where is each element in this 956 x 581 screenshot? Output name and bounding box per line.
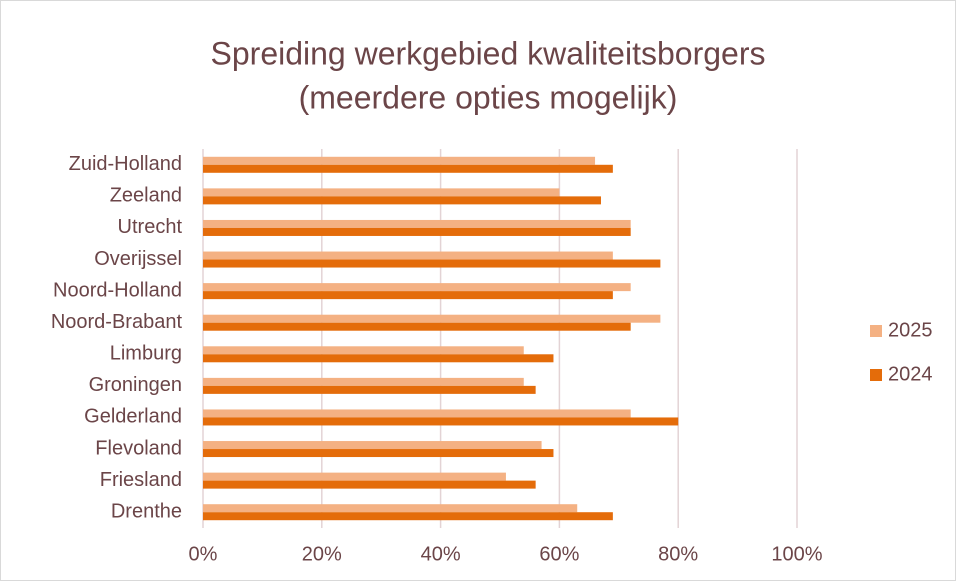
bar [203,480,536,489]
y-tick-label: Friesland [100,469,182,491]
bar [203,385,536,394]
y-tick-label: Limburg [110,343,182,365]
bar [203,322,631,331]
bar [203,346,524,355]
bar [203,354,554,363]
bar [203,314,661,323]
y-tick-label: Groningen [89,374,182,396]
bar [203,441,542,450]
x-tick-label: 0% [189,543,218,565]
bar [203,227,631,236]
y-tick-label: Drenthe [111,500,182,522]
legend-label: 2024 [888,363,933,385]
y-tick-label: Overijssel [94,248,182,270]
x-tick-label: 80% [658,543,698,565]
legend-swatch [870,369,882,381]
x-tick-label: 20% [302,543,342,565]
bar [203,283,631,292]
chart-title: (meerdere opties mogelijk) [299,79,678,115]
x-tick-label: 60% [539,543,579,565]
y-tick-label: Flevoland [95,437,182,459]
x-tick-label: 100% [771,543,822,565]
y-tick-label: Zeeland [110,185,182,207]
x-tick-label: 40% [421,543,461,565]
bar [203,377,524,386]
bar [203,472,506,481]
bar [203,291,613,300]
bar [203,196,601,205]
bar [203,504,578,513]
bar [203,449,554,458]
bar [203,512,613,521]
legend-swatch [870,325,882,337]
bar [203,164,613,173]
bar [203,219,631,228]
chart-title: Spreiding werkgebied kwaliteitsborgers [211,35,766,71]
y-tick-label: Utrecht [118,216,183,238]
bar [203,251,613,260]
y-tick-label: Zuid-Holland [69,153,182,175]
y-tick-label: Noord-Brabant [51,311,183,333]
bar [203,417,679,426]
bar [203,156,596,165]
y-tick-label: Noord-Holland [53,279,182,301]
bar [203,409,631,418]
bar [203,259,661,268]
y-tick-label: Gelderland [84,406,182,428]
legend-label: 2025 [888,319,933,341]
bar [203,188,560,197]
